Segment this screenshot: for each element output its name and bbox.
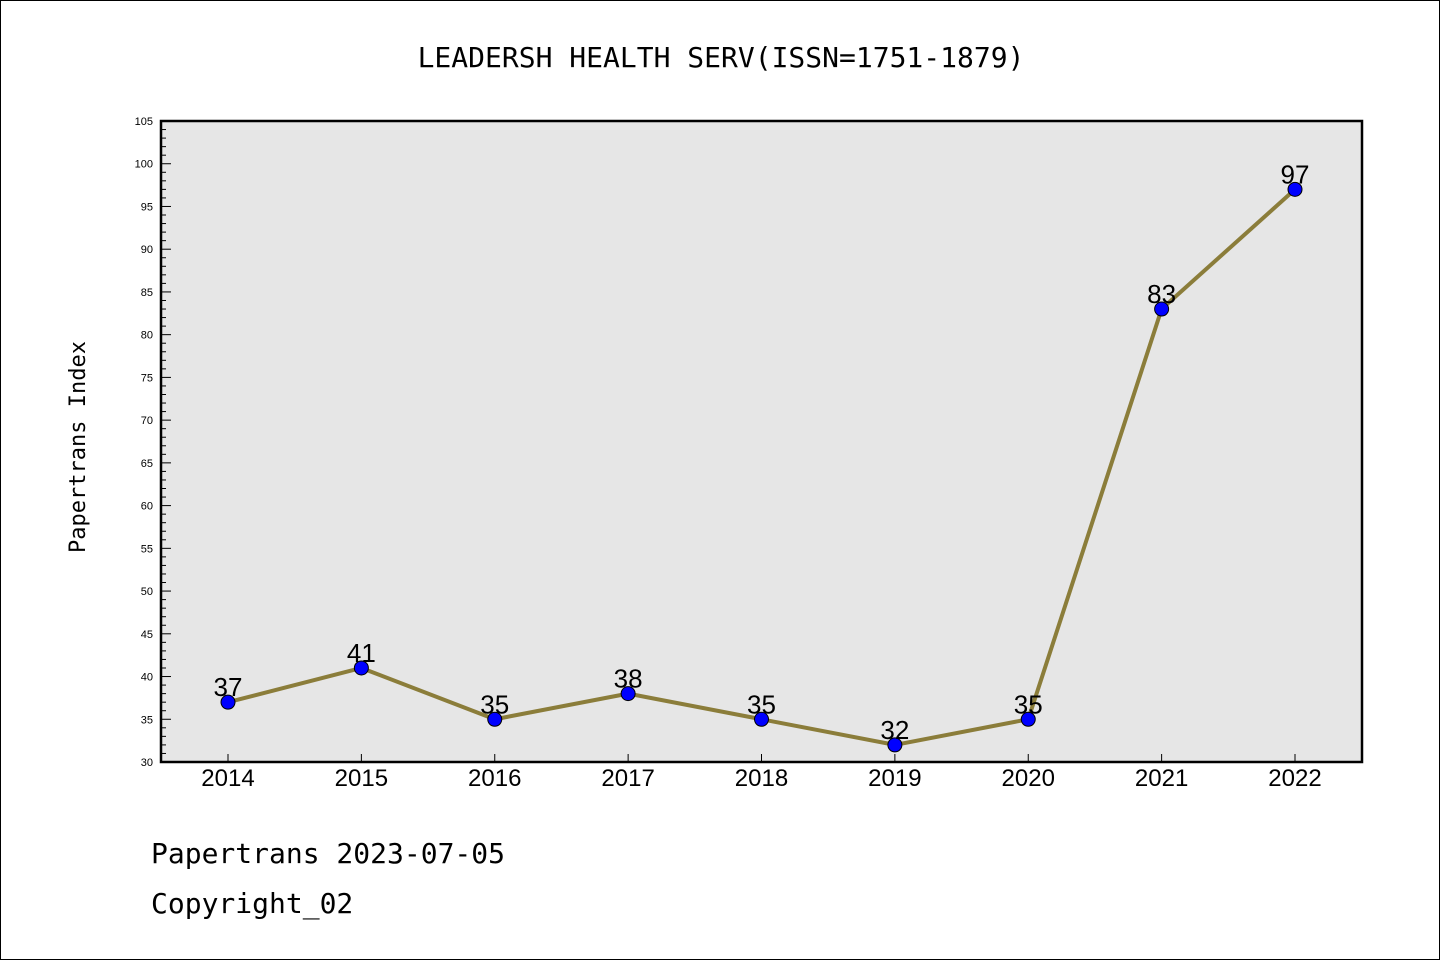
- y-tick-label: 65: [141, 458, 153, 470]
- data-label: 97: [1281, 159, 1310, 189]
- data-point: [353, 660, 369, 676]
- y-tick-label: 45: [141, 629, 153, 641]
- y-tick-label: 90: [141, 244, 153, 256]
- data-point: [1154, 301, 1170, 317]
- y-tick-label: 75: [141, 372, 153, 384]
- data-point: [487, 711, 503, 727]
- data-label: 35: [480, 689, 509, 719]
- x-tick-label: 2019: [868, 765, 921, 792]
- data-label: 35: [747, 689, 776, 719]
- footer-date: Papertrans 2023-07-05: [151, 837, 506, 870]
- data-point: [1020, 711, 1036, 727]
- y-tick-label: 85: [141, 287, 153, 299]
- y-tick-label: 60: [141, 501, 153, 513]
- data-label: 32: [880, 715, 909, 745]
- data-point: [887, 737, 903, 753]
- y-tick-label: 40: [141, 672, 153, 684]
- data-point: [1287, 181, 1303, 197]
- x-tick-label: 2017: [601, 765, 654, 792]
- x-axis: 2014 2015 2016 2017 2018 2019 2020 2021 2022: [201, 754, 1322, 792]
- series: 37 41 35 38 35 32 35 83 97: [214, 159, 1310, 753]
- y-tick-label: 95: [141, 201, 153, 213]
- y-tick-label: 35: [141, 714, 153, 726]
- data-label: 37: [214, 672, 243, 702]
- data-label: 41: [347, 638, 376, 668]
- data-label: 35: [1014, 689, 1043, 719]
- x-tick-label: 2014: [201, 765, 254, 792]
- data-point: [754, 711, 769, 727]
- y-tick-label: 50: [141, 586, 153, 598]
- x-tick-label: 2022: [1268, 765, 1321, 792]
- x-tick-label: 2018: [735, 765, 788, 792]
- x-tick-label: 2015: [335, 765, 388, 792]
- y-tick-label: 30: [141, 757, 153, 769]
- data-label: 83: [1147, 279, 1176, 309]
- y-tick-label: 80: [141, 330, 153, 342]
- data-point: [220, 694, 236, 710]
- x-tick-label: 2016: [468, 765, 521, 792]
- x-tick-label: 2021: [1135, 765, 1188, 792]
- plot-border: [159, 119, 1364, 764]
- y-tick-label: 70: [141, 415, 153, 427]
- x-tick-label: 2020: [1002, 765, 1055, 792]
- y-tick-label: 100: [135, 159, 153, 171]
- chart-title: LEADERSH HEALTH SERV(ISSN=1751-1879): [418, 41, 1025, 74]
- y-axis: 30 35 40 45 50 55 60 65 70 75 80 85 90 95 100 105: [135, 116, 171, 769]
- plot-area: [161, 121, 1362, 762]
- data-label: 38: [614, 664, 643, 694]
- data-point: [620, 686, 636, 702]
- y-axis-label: Papertrans Index: [66, 341, 91, 553]
- y-tick-label: 105: [135, 116, 153, 128]
- y-tick-label: 55: [141, 543, 153, 555]
- footer-copyright: Copyright_02: [151, 887, 354, 920]
